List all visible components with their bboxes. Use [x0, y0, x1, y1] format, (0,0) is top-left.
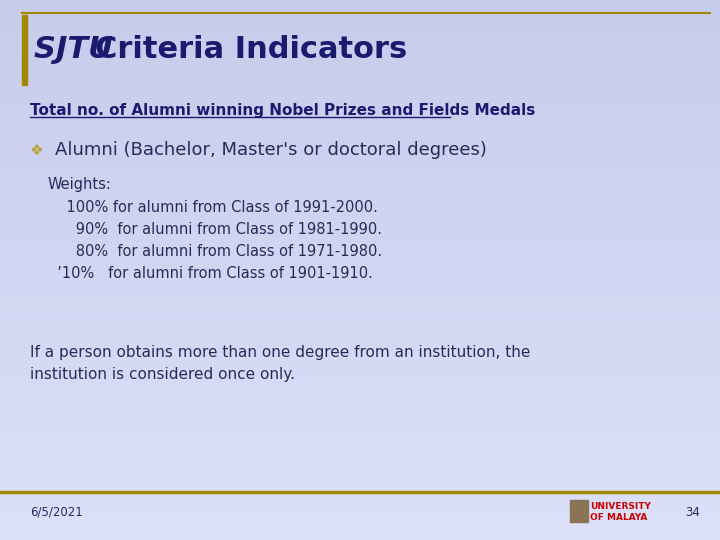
Text: 100% for alumni from Class of 1991-2000.: 100% for alumni from Class of 1991-2000.	[48, 199, 378, 214]
Text: Criteria Indicators: Criteria Indicators	[95, 36, 408, 64]
Text: UNIVERSITY
OF MALAYA: UNIVERSITY OF MALAYA	[590, 502, 651, 522]
Text: Weights:: Weights:	[48, 178, 112, 192]
Text: Total no. of Alumni winning Nobel Prizes and Fields Medals: Total no. of Alumni winning Nobel Prizes…	[30, 103, 535, 118]
Text: ❖: ❖	[30, 143, 44, 158]
Text: 6/5/2021: 6/5/2021	[30, 505, 83, 518]
Text: 80%  for alumni from Class of 1971-1980.: 80% for alumni from Class of 1971-1980.	[48, 244, 382, 259]
Bar	[22, 15, 27, 85]
Text: SJTU: SJTU	[34, 36, 124, 64]
Text: 34: 34	[685, 505, 700, 518]
Bar	[570, 500, 588, 522]
Text: ’10%   for alumni from Class of 1901-1910.: ’10% for alumni from Class of 1901-1910.	[48, 266, 373, 280]
Text: If a person obtains more than one degree from an institution, the
institution is: If a person obtains more than one degree…	[30, 345, 531, 382]
Text: 90%  for alumni from Class of 1981-1990.: 90% for alumni from Class of 1981-1990.	[48, 221, 382, 237]
Text: Alumni (Bachelor, Master's or doctoral degrees): Alumni (Bachelor, Master's or doctoral d…	[55, 141, 487, 159]
